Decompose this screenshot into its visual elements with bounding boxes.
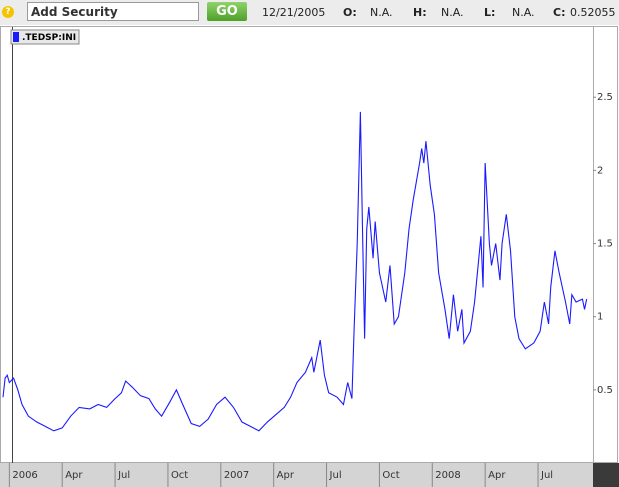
axis-corner: [593, 463, 619, 487]
field-label: C:: [553, 6, 566, 19]
x-tick-label: Jul: [117, 470, 130, 481]
x-tick-label: Apr: [65, 470, 83, 481]
legend-box: [10, 29, 80, 45]
legend-label: .TEDSP:INI: [22, 33, 76, 43]
field-label: L:: [484, 6, 496, 19]
x-axis-band: [0, 463, 593, 487]
x-tick-label: 2006: [12, 470, 37, 481]
field-value: 0.52055: [570, 6, 616, 19]
y-tick-label: 2: [597, 165, 603, 176]
x-tick-label: Jul: [540, 470, 553, 481]
search-input[interactable]: Add Security: [27, 2, 199, 21]
field-label: H:: [413, 6, 427, 19]
line-series: [2, 111, 588, 432]
field-label: O:: [343, 6, 357, 19]
x-tick-label: Apr: [277, 470, 295, 481]
date: 12/21/2005: [262, 6, 326, 19]
y-tick-label: 1.5: [597, 239, 613, 250]
x-tick-label: Apr: [488, 470, 506, 481]
chart-frame: [0, 26, 618, 463]
field-value: N.A.: [441, 6, 464, 19]
x-tick-label: 2007: [224, 470, 249, 481]
help-icon[interactable]: ?: [2, 6, 14, 18]
y-tick-label: 0.5: [597, 385, 613, 396]
toolbar: ? Add Security GO 12/21/2005 O: N.A. H: …: [0, 0, 619, 25]
x-tick-label: Oct: [171, 470, 188, 481]
x-tick-label: Jul: [329, 470, 342, 481]
x-tick-label: Oct: [382, 470, 399, 481]
legend-swatch: [13, 32, 19, 42]
x-tick-label: 2008: [435, 470, 460, 481]
go-button[interactable]: GO: [207, 2, 247, 21]
y-tick-label: 1: [597, 312, 603, 323]
field-value: N.A.: [512, 6, 535, 19]
y-tick-label: 2.5: [597, 92, 613, 103]
field-value: N.A.: [370, 6, 393, 19]
